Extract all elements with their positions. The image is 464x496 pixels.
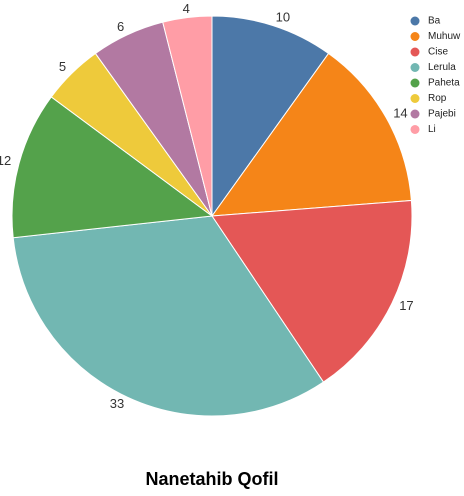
- legend-label-rop: Rop: [428, 93, 447, 104]
- legend-swatch-li: [410, 125, 420, 134]
- legend-swatch-cise: [410, 47, 420, 57]
- legend-swatch-paheta: [410, 78, 420, 88]
- legend-label-li: Li: [428, 124, 436, 135]
- chart-title: Nanetahib Qofil: [145, 469, 278, 489]
- pie-slice-cise: [211, 199, 413, 383]
- pie-slice-muhuw: [210, 52, 412, 217]
- legend-swatch-rop: [410, 94, 420, 103]
- legend-label-pajebi: Pajebi: [428, 109, 456, 120]
- legend-label-paheta: Paheta: [428, 78, 460, 89]
- legend-swatch-ba: [410, 16, 420, 26]
- pie-slice-li: [162, 15, 213, 217]
- legend-swatch-pajebi: [410, 109, 420, 119]
- slice-value-label-paheta: 12: [0, 153, 11, 168]
- slice-value-label-lerula: 33: [110, 396, 124, 411]
- pie-slice-lerula: [12, 215, 325, 417]
- legend-swatch-lerula: [410, 63, 420, 72]
- pie-slices: [11, 15, 413, 417]
- legend-label-cise: Cise: [428, 47, 448, 58]
- slice-value-label-ba: 10: [276, 9, 290, 24]
- pie-slice-paheta: [11, 96, 214, 239]
- pie-slice-ba: [211, 15, 330, 218]
- legend: Ba Muhuw Cise Lerula Paheta Rop Pajebi Li: [410, 16, 461, 135]
- legend-label-lerula: Lerula: [428, 62, 456, 73]
- slice-value-label-li: 4: [183, 1, 190, 16]
- slice-value-label-rop: 5: [59, 59, 66, 74]
- pie-slice-labels: 10 14 17 33 12 5 6 4: [0, 1, 414, 411]
- slice-value-label-pajebi: 6: [117, 19, 124, 34]
- slice-value-label-muhuw: 14: [393, 105, 407, 120]
- slice-value-label-cise: 17: [399, 298, 413, 313]
- legend-label-ba: Ba: [428, 16, 441, 27]
- legend-swatch-muhuw: [410, 32, 420, 41]
- legend-label-muhuw: Muhuw: [428, 31, 461, 42]
